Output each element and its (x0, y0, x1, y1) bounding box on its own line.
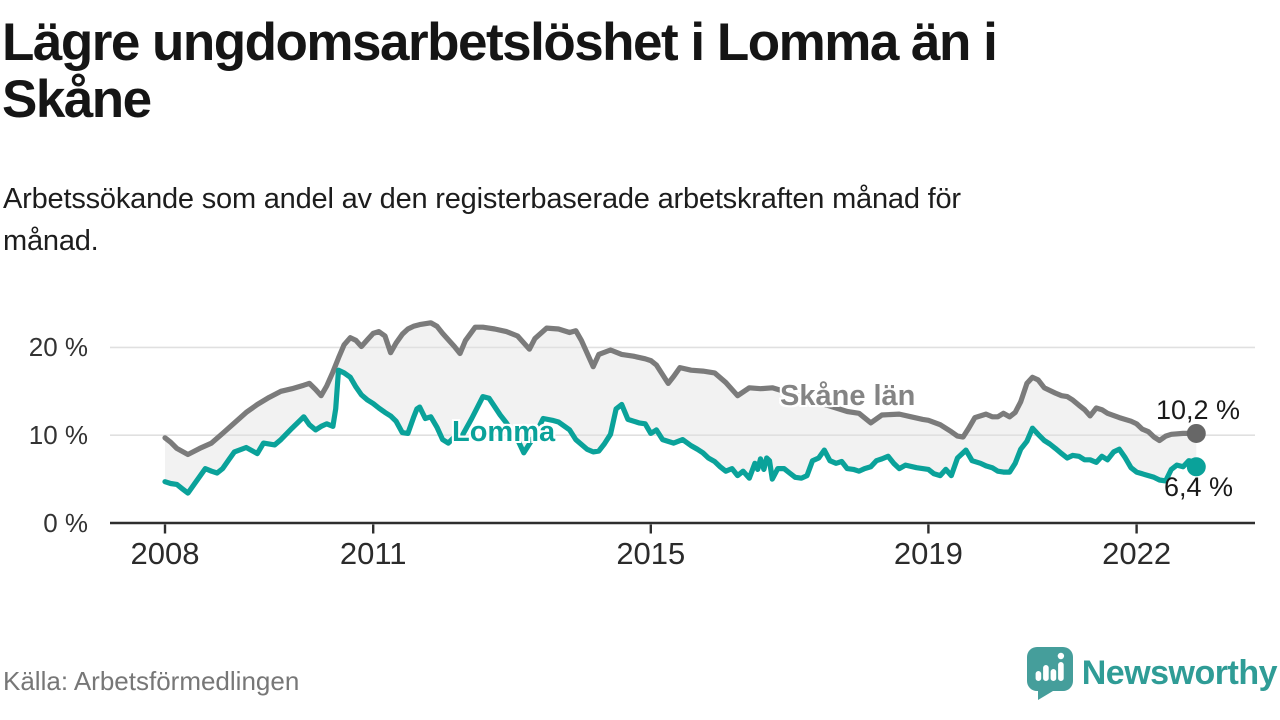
page-subtitle-line-2: månad. (3, 225, 99, 258)
page-title: Lägre ungdomsarbetslöshet i Lomma än i S… (2, 13, 1232, 130)
y-tick-label: 0 % (43, 508, 88, 538)
x-tick-label: 2008 (130, 536, 200, 571)
newsworthy-wordmark: Newsworthy (1081, 654, 1278, 692)
end-value-label-skane-lan: 10,2 % (1156, 395, 1241, 425)
page-subtitle-line-1: Arbetssökande som andel av den registerb… (3, 183, 961, 215)
end-value-label-lomma: 6,4 % (1164, 472, 1234, 502)
newsworthy-logo: Newsworthy (1026, 647, 1278, 700)
page-title-line-2: Skåne (2, 70, 152, 130)
band-between-series (165, 322, 1197, 494)
page-title-line-1: Lägre ungdomsarbetslöshet i Lomma än i (2, 13, 998, 72)
series-line-lomma (162, 367, 1199, 496)
x-tick-label: 2015 (616, 536, 686, 571)
x-tick-label: 2019 (893, 536, 963, 571)
x-tick-label: 2011 (339, 536, 407, 571)
y-tick-label: 20 % (28, 332, 88, 363)
newsworthy-bubble-chart-icon (1026, 647, 1073, 700)
series-label-lomma: Lomma (452, 416, 556, 448)
page-subtitle: Arbetssökande som andel av den registerb… (3, 178, 1193, 262)
x-tick-label: 2022 (1102, 536, 1172, 571)
series-label-skane-lan: Skåne län (780, 380, 916, 412)
y-tick-label: 10 % (28, 420, 88, 451)
series-end-dot-lomma (1186, 457, 1206, 477)
series-end-dot-sk-ne-l-n (1186, 423, 1206, 443)
source-note: Källa: Arbetsförmedlingen (3, 666, 300, 696)
series-line-sk-ne-l-n (162, 320, 1199, 458)
